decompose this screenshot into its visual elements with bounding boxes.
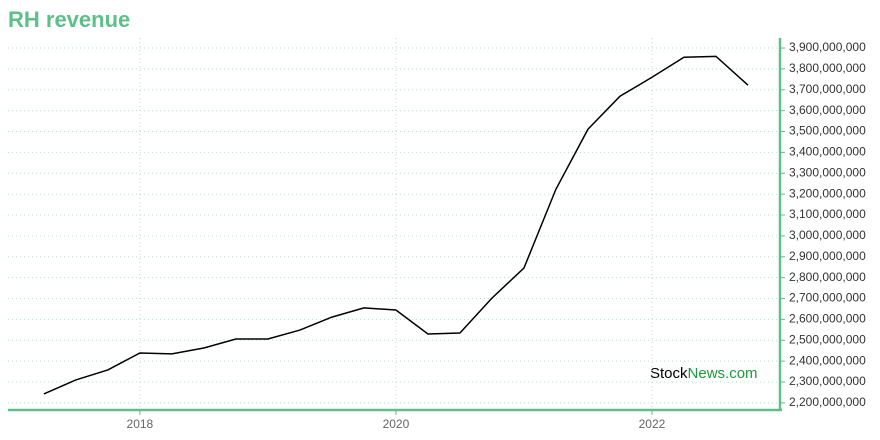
x-tick-label: 2022 — [639, 417, 666, 431]
y-tick-label: 3,500,000,000 — [789, 124, 866, 138]
watermark: StockNews.com — [650, 365, 758, 382]
y-tick-label: 2,400,000,000 — [789, 353, 866, 367]
y-tick-label: 3,600,000,000 — [789, 103, 866, 117]
y-tick-label: 3,400,000,000 — [789, 145, 866, 159]
chart-title: RH revenue — [8, 7, 130, 32]
y-tick-label: 3,800,000,000 — [789, 61, 866, 75]
y-tick-label: 2,900,000,000 — [789, 249, 866, 263]
y-tick-label: 3,100,000,000 — [789, 207, 866, 221]
y-tick-label: 2,600,000,000 — [789, 312, 866, 326]
y-tick-label: 2,700,000,000 — [789, 291, 866, 305]
x-tick-label: 2018 — [127, 417, 154, 431]
watermark-left: Stock — [650, 365, 688, 382]
y-tick-label: 3,000,000,000 — [789, 228, 866, 242]
x-tick-label: 2020 — [383, 417, 410, 431]
y-tick-label: 2,200,000,000 — [789, 395, 866, 409]
watermark-right: News.com — [688, 365, 758, 382]
line — [43, 55, 749, 395]
y-tick-label: 3,300,000,000 — [789, 165, 866, 179]
y-tick-label: 3,900,000,000 — [789, 40, 866, 54]
y-tick-label: 2,800,000,000 — [789, 270, 866, 284]
y-tick-label: 2,300,000,000 — [789, 374, 866, 388]
y-tick-label: 2,500,000,000 — [789, 332, 866, 346]
y-tick-label: 3,700,000,000 — [789, 82, 866, 96]
y-tick-label: 3,200,000,000 — [789, 186, 866, 200]
